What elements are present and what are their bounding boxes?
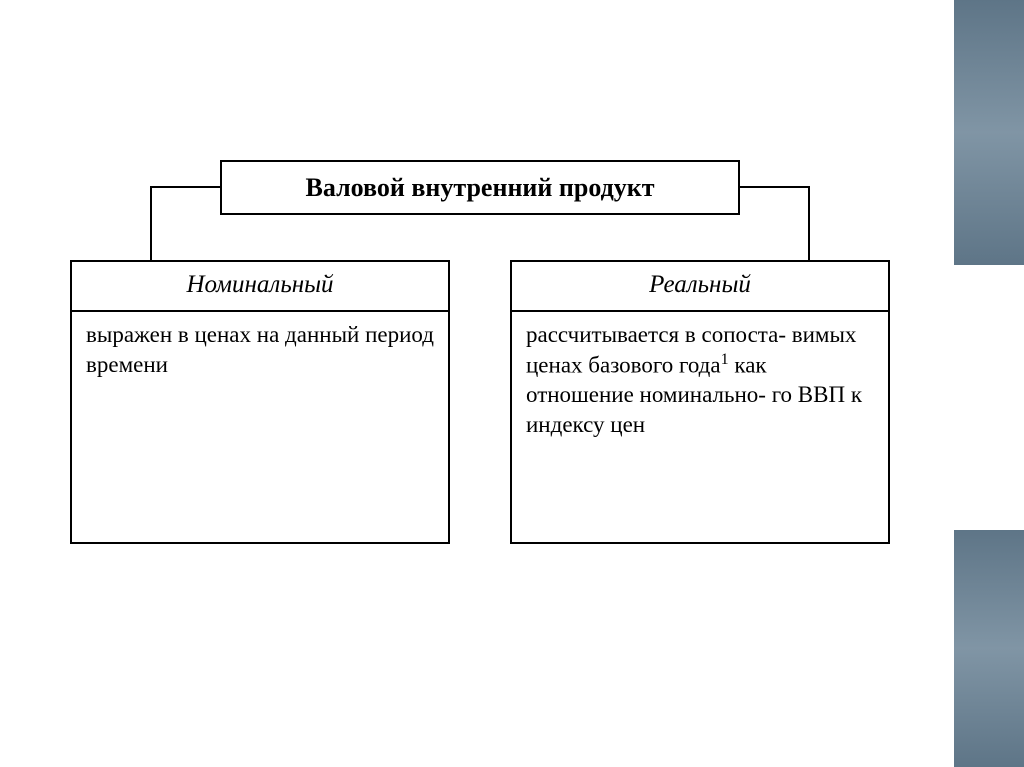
connector-line: [150, 186, 152, 260]
connector-line: [808, 186, 810, 260]
decor-bar-top: [954, 0, 1024, 265]
diagram-title: Валовой внутренний продукт: [220, 160, 740, 215]
connector-line: [150, 186, 220, 188]
branch-label: Реальный: [512, 262, 888, 312]
connector-line: [740, 186, 810, 188]
branch-description: выражен в ценах на данный период времени: [72, 312, 448, 542]
branch-description: рассчитывается в сопоста- вимых ценах ба…: [512, 312, 888, 542]
decor-bar-bottom: [954, 530, 1024, 767]
branch-real: Реальный рассчитывается в сопоста- вимых…: [510, 260, 890, 544]
slide: Валовой внутренний продукт Номинальный в…: [0, 0, 1024, 767]
branch-label: Номинальный: [72, 262, 448, 312]
branch-nominal: Номинальный выражен в ценах на данный пе…: [70, 260, 450, 544]
